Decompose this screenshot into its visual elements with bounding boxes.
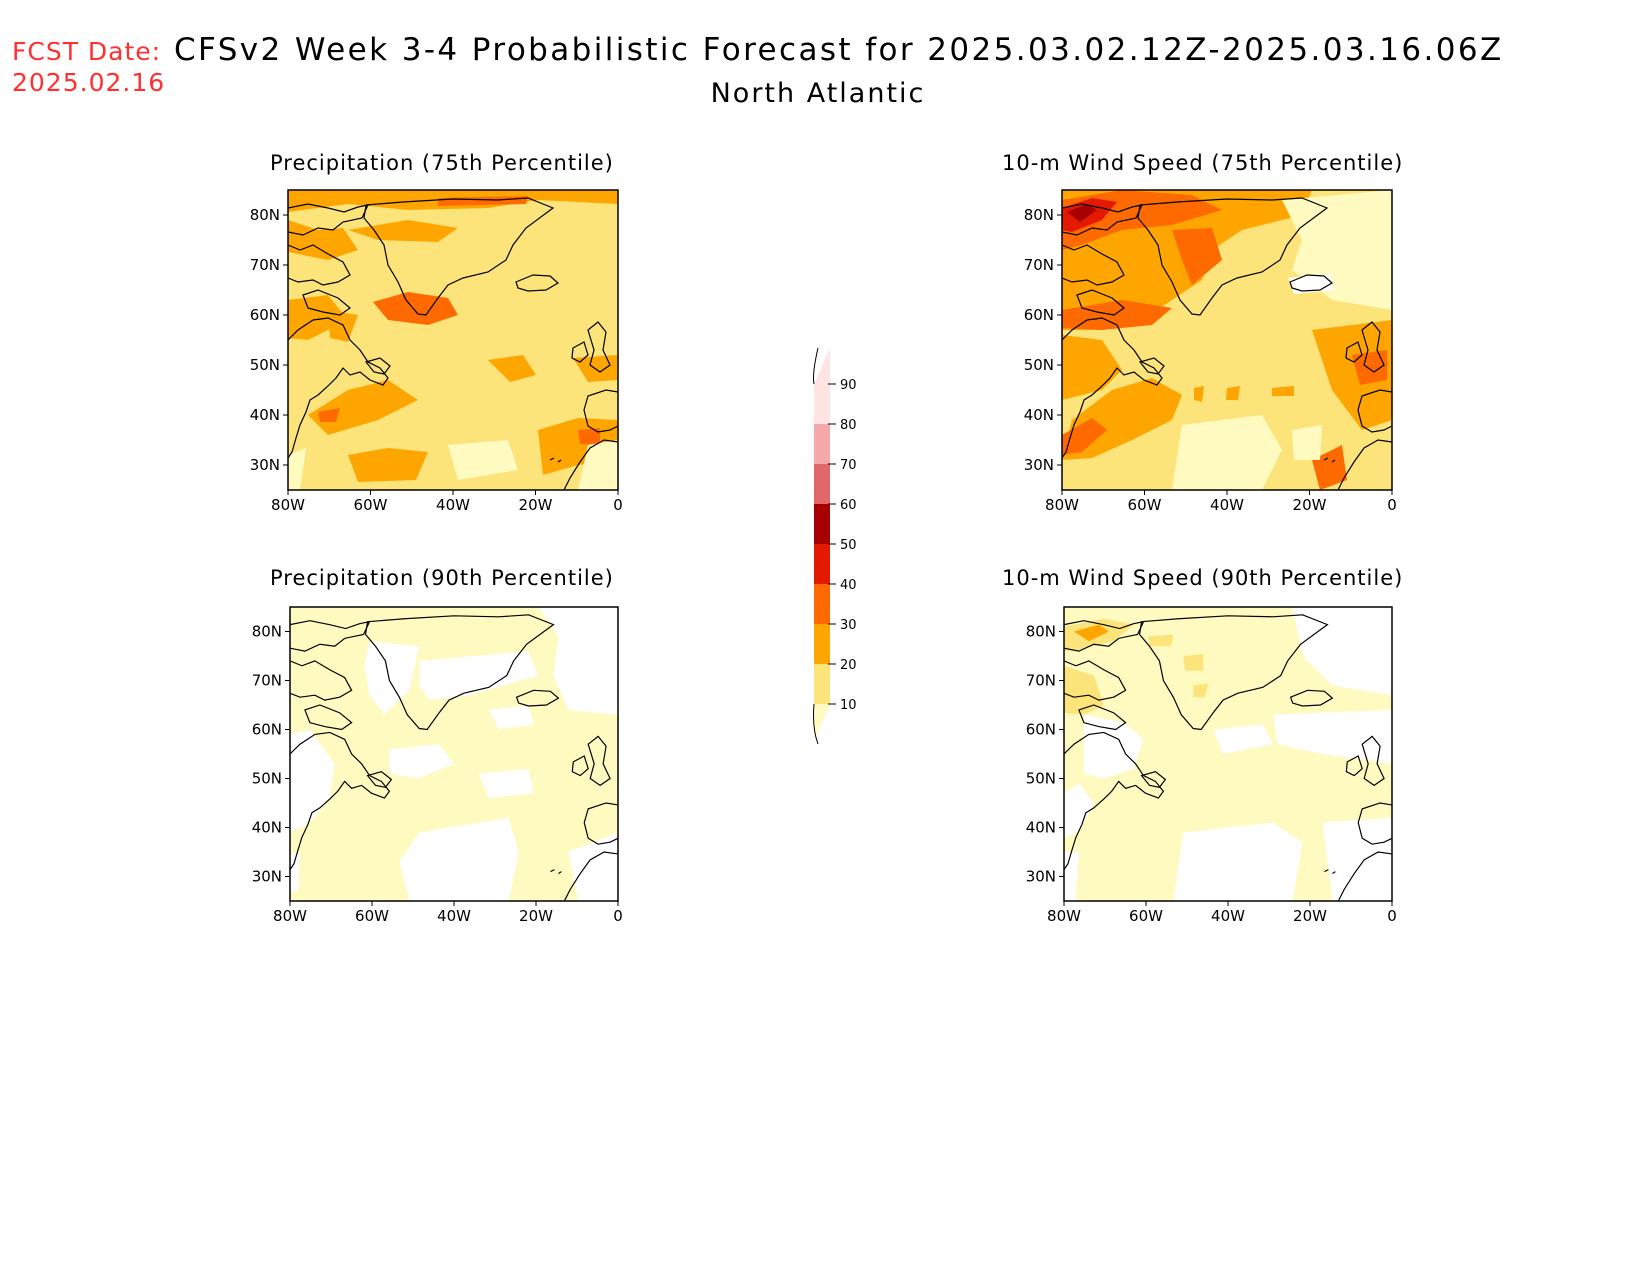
lat-tick-label-precip-90: 50N xyxy=(252,770,282,788)
lat-tick-label-precip-75: 40N xyxy=(250,406,280,424)
panel-title-precip-75: Precipitation (75th Percentile) xyxy=(270,151,614,175)
lat-tick-label-precip-75: 60N xyxy=(250,306,280,324)
lat-tick-label-wind-75: 80N xyxy=(1024,206,1054,224)
lon-tick-label-wind-75: 40W xyxy=(1210,496,1244,514)
lon-tick-label-wind-75: 80W xyxy=(1045,496,1079,514)
colorbar-segment xyxy=(814,384,830,424)
colorbar-segment xyxy=(814,464,830,504)
lat-tick-label-wind-75: 30N xyxy=(1024,456,1054,474)
page-title: CFSv2 Week 3-4 Probabilistic Forecast fo… xyxy=(174,32,1504,68)
lat-tick-label-wind-90: 50N xyxy=(1026,770,1056,788)
fcst-date-value: 2025.02.16 xyxy=(12,68,166,97)
lat-tick-label-precip-90: 70N xyxy=(252,672,282,690)
lon-tick-label-wind-75: 20W xyxy=(1293,496,1327,514)
colorbar-segment xyxy=(814,664,830,704)
map-wind-75 xyxy=(1061,189,1393,491)
lon-tick-label-precip-75: 20W xyxy=(519,496,553,514)
lon-tick-label-wind-90: 40W xyxy=(1211,907,1245,925)
forecast-date: FCST Date: 2025.02.16 xyxy=(12,36,165,98)
fcst-label: FCST Date: xyxy=(12,37,162,66)
colorbar-level-label: 30 xyxy=(840,618,857,633)
colorbar-outline xyxy=(813,347,819,745)
lat-tick-label-wind-90: 40N xyxy=(1026,819,1056,837)
lat-tick-label-precip-75: 80N xyxy=(250,206,280,224)
lon-tick-label-wind-90: 0 xyxy=(1387,907,1397,925)
colorbar-level-label: 80 xyxy=(840,418,857,433)
lat-tick-label-precip-90: 60N xyxy=(252,721,282,739)
colorbar-level-label: 70 xyxy=(840,458,857,473)
colorbar-level-label: 40 xyxy=(840,578,857,593)
lat-tick-label-wind-90: 70N xyxy=(1026,672,1056,690)
colorbar-level-label: 20 xyxy=(840,658,857,673)
map-precip-75 xyxy=(287,189,619,491)
lat-tick-label-precip-90: 30N xyxy=(252,868,282,886)
lat-tick-label-wind-75: 60N xyxy=(1024,306,1054,324)
colorbar-end-high xyxy=(814,348,830,384)
panel-title-wind-75: 10-m Wind Speed (75th Percentile) xyxy=(1002,151,1404,175)
map-wind-90 xyxy=(1063,606,1393,902)
lon-tick-label-precip-90: 0 xyxy=(613,907,623,925)
lon-tick-label-precip-75: 80W xyxy=(271,496,305,514)
lon-tick-label-precip-90: 80W xyxy=(273,907,307,925)
lat-tick-label-precip-90: 40N xyxy=(252,819,282,837)
colorbar: 10 20 30 40 50 60 70 80 90 xyxy=(813,347,857,745)
lat-tick-label-wind-75: 50N xyxy=(1024,356,1054,374)
lon-tick-label-wind-90: 80W xyxy=(1047,907,1081,925)
lon-tick-label-wind-90: 60W xyxy=(1129,907,1163,925)
colorbar-level-label: 10 xyxy=(840,698,857,713)
panel-title-wind-90: 10-m Wind Speed (90th Percentile) xyxy=(1002,566,1404,590)
lat-tick-label-wind-90: 30N xyxy=(1026,868,1056,886)
lon-tick-label-wind-90: 20W xyxy=(1293,907,1327,925)
lat-tick-label-precip-75: 30N xyxy=(250,456,280,474)
lon-tick-label-precip-75: 40W xyxy=(436,496,470,514)
lat-tick-label-wind-75: 40N xyxy=(1024,406,1054,424)
lon-tick-label-wind-75: 60W xyxy=(1128,496,1162,514)
lon-tick-label-precip-90: 60W xyxy=(355,907,389,925)
lon-tick-label-precip-75: 0 xyxy=(613,496,623,514)
panel-title-precip-90: Precipitation (90th Percentile) xyxy=(270,566,614,590)
colorbar-level-label: 50 xyxy=(840,538,857,553)
colorbar-level-label: 90 xyxy=(840,378,857,393)
colorbar-segment xyxy=(814,584,830,624)
lat-tick-label-precip-75: 50N xyxy=(250,356,280,374)
lat-tick-label-wind-75: 70N xyxy=(1024,256,1054,274)
axis-ticks: 80N 70N 60N 50N 40N 30N 80W 60W 40W 20W 0 80N 70N 60N… xyxy=(250,206,1397,925)
lat-tick-label-precip-90: 80N xyxy=(252,623,282,641)
colorbar-segment xyxy=(814,624,830,664)
colorbar-segment xyxy=(814,504,830,544)
lon-tick-label-precip-90: 20W xyxy=(519,907,553,925)
lon-tick-label-wind-75: 0 xyxy=(1387,496,1397,514)
lon-tick-label-precip-75: 60W xyxy=(354,496,388,514)
colorbar-segment xyxy=(814,544,830,584)
lon-tick-label-precip-90: 40W xyxy=(437,907,471,925)
region-subtitle: North Atlantic xyxy=(710,78,926,109)
map-precip-90 xyxy=(289,606,619,902)
colorbar-end-low xyxy=(814,704,830,740)
lat-tick-label-precip-75: 70N xyxy=(250,256,280,274)
colorbar-segment xyxy=(814,424,830,464)
colorbar-level-label: 60 xyxy=(840,498,857,513)
lat-tick-label-wind-90: 80N xyxy=(1026,623,1056,641)
lat-tick-label-wind-90: 60N xyxy=(1026,721,1056,739)
